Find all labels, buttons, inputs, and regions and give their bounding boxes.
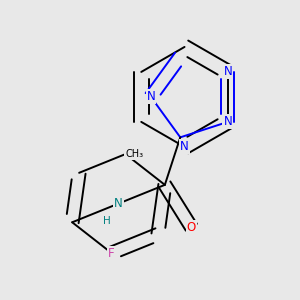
Text: N: N	[224, 65, 232, 78]
Text: CH₃: CH₃	[125, 149, 143, 159]
Text: N: N	[146, 90, 155, 104]
Text: H: H	[103, 216, 111, 226]
Text: N: N	[180, 140, 189, 153]
Text: O: O	[187, 221, 196, 234]
Text: N: N	[114, 197, 123, 210]
Text: N: N	[224, 116, 232, 128]
Text: F: F	[108, 247, 115, 260]
